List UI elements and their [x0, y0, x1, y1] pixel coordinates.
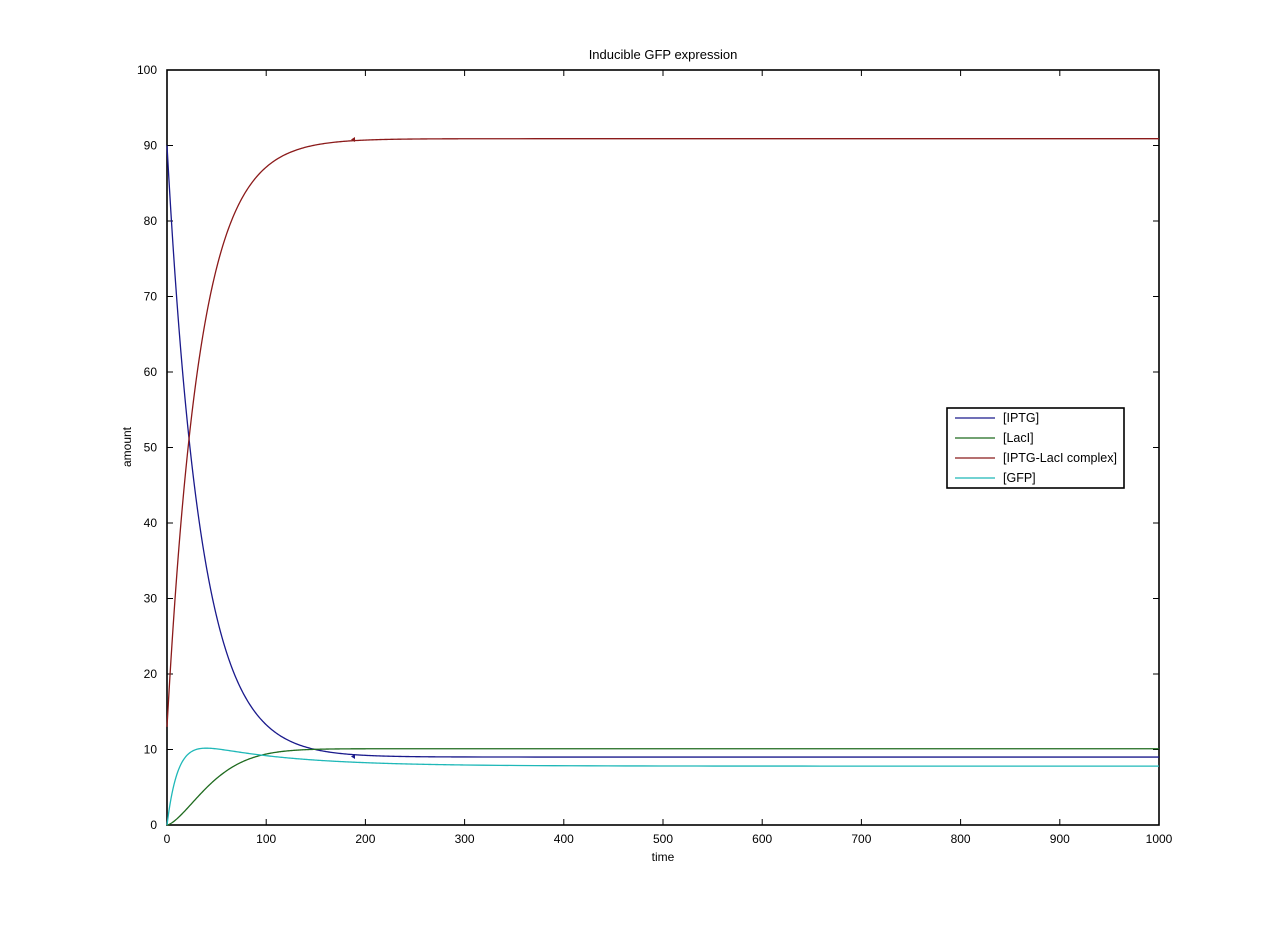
svg-text:[IPTG]: [IPTG] — [1003, 411, 1039, 425]
svg-text:60: 60 — [144, 365, 158, 379]
svg-text:70: 70 — [144, 290, 158, 304]
svg-text:300: 300 — [455, 832, 475, 846]
svg-text:[GFP]: [GFP] — [1003, 471, 1036, 485]
svg-text:90: 90 — [144, 139, 158, 153]
svg-text:500: 500 — [653, 832, 673, 846]
svg-text:20: 20 — [144, 667, 158, 681]
svg-text:[LacI]: [LacI] — [1003, 431, 1034, 445]
svg-text:900: 900 — [1050, 832, 1070, 846]
svg-text:600: 600 — [752, 832, 772, 846]
svg-text:40: 40 — [144, 516, 158, 530]
svg-text:800: 800 — [951, 832, 971, 846]
svg-text:400: 400 — [554, 832, 574, 846]
svg-text:200: 200 — [355, 832, 375, 846]
svg-text:10: 10 — [144, 743, 158, 757]
svg-text:[IPTG-LacI complex]: [IPTG-LacI complex] — [1003, 451, 1117, 465]
svg-text:1000: 1000 — [1146, 832, 1173, 846]
svg-text:30: 30 — [144, 592, 158, 606]
svg-text:0: 0 — [164, 832, 171, 846]
svg-text:100: 100 — [256, 832, 276, 846]
svg-text:80: 80 — [144, 214, 158, 228]
svg-text:0: 0 — [150, 818, 157, 832]
svg-text:50: 50 — [144, 441, 158, 455]
svg-text:700: 700 — [851, 832, 871, 846]
svg-text:100: 100 — [137, 63, 157, 77]
